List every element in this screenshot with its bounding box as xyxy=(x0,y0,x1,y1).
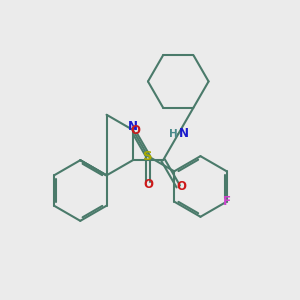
Text: S: S xyxy=(143,150,153,163)
Text: O: O xyxy=(176,180,186,193)
Text: O: O xyxy=(143,178,153,191)
Text: F: F xyxy=(223,195,231,208)
Text: O: O xyxy=(130,124,140,137)
Text: N: N xyxy=(178,128,189,140)
Text: N: N xyxy=(128,120,138,133)
Text: H: H xyxy=(169,129,177,139)
